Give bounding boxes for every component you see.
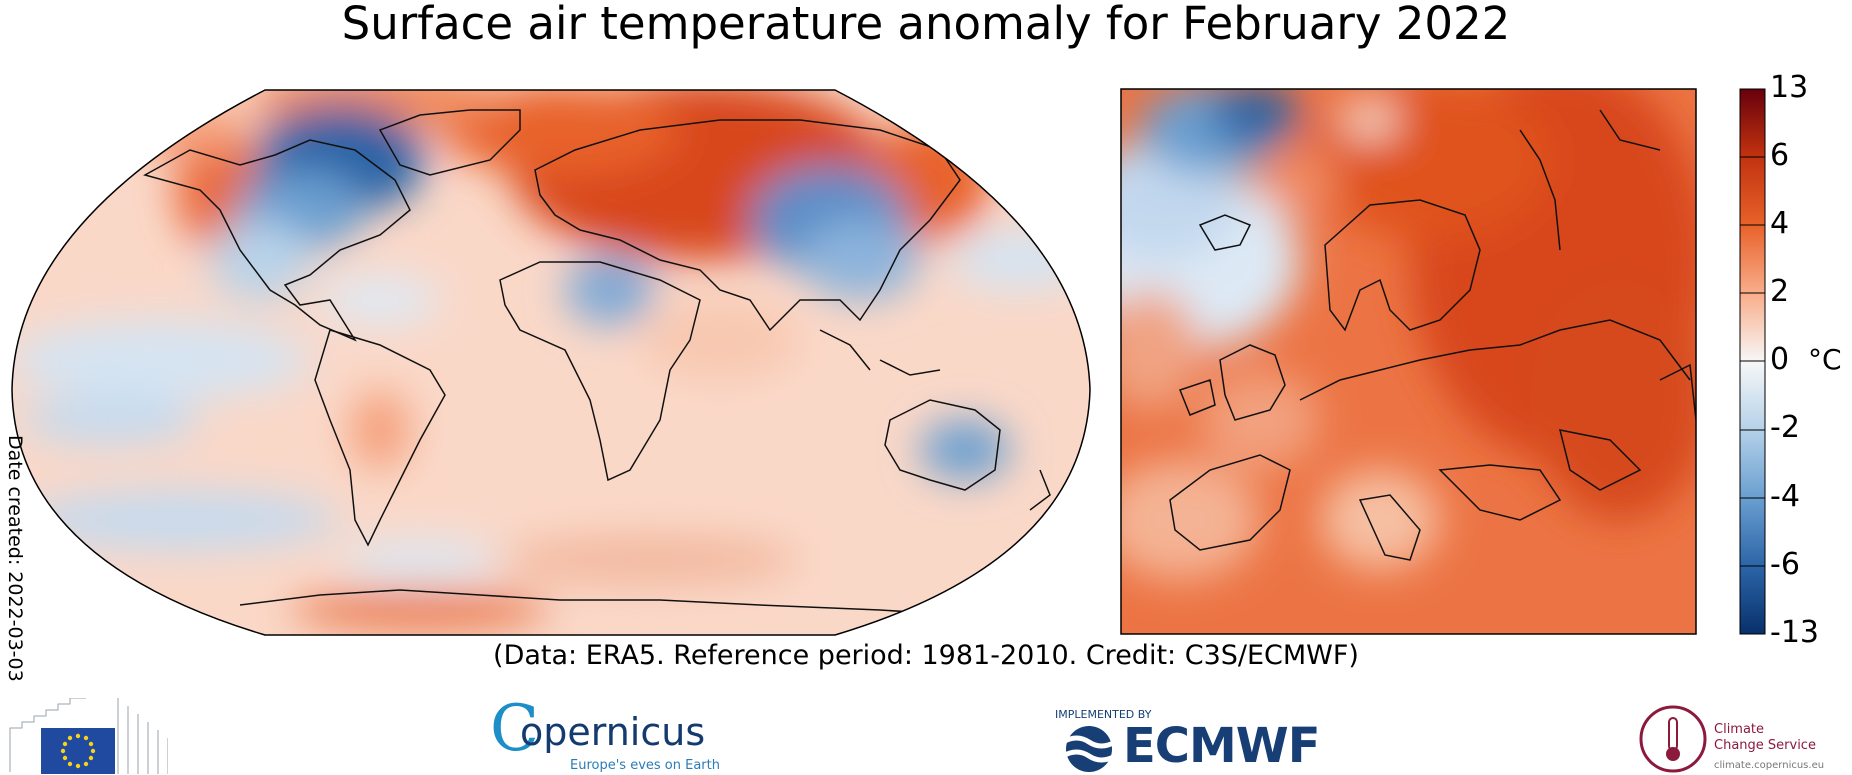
- thermometer-icon: [1639, 705, 1707, 773]
- copernicus-wordmark: opernicus: [520, 710, 706, 754]
- map-title: Surface air temperature anomaly for Febr…: [341, 0, 1511, 50]
- colorbar-tick: 4: [1770, 206, 1790, 241]
- colorbar-tick: 6: [1770, 138, 1790, 173]
- c3s-url: climate.copernicus.eu: [1714, 760, 1825, 771]
- colorbar-tick: 13: [1770, 70, 1809, 105]
- eu-flag-logo: [9, 698, 168, 774]
- colorbar-tick: -6: [1770, 547, 1800, 582]
- colorbar-tick: -13: [1770, 615, 1819, 650]
- colorbar-tick: -4: [1770, 479, 1800, 514]
- colorbar-tick: 0: [1770, 342, 1790, 377]
- europe-map: [1121, 89, 1696, 634]
- ecmwf-wordmark: ECMWF: [1123, 718, 1321, 774]
- c3s-logo: Climate Change Service climate.copernicu…: [1638, 704, 1848, 774]
- c3s-line2: Change Service: [1714, 738, 1816, 753]
- copernicus-tagline: Europe's eves on Earth: [570, 758, 720, 773]
- colorbar-tick: -2: [1770, 410, 1800, 445]
- data-credit: (Data: ERA5. Reference period: 1981-2010…: [493, 640, 1359, 671]
- ecmwf-wave-icon: [1061, 726, 1117, 772]
- ecmwf-logo: IMPLEMENTED BY ECMWF: [1055, 708, 1335, 774]
- colorbar-unit: °C: [1808, 343, 1842, 376]
- ecmwf-implemented-label: IMPLEMENTED BY: [1055, 708, 1152, 721]
- world-map: [12, 90, 1090, 635]
- colorbar-tick: 2: [1770, 274, 1790, 309]
- date-created-label: Date created: 2022-03-03: [4, 435, 26, 682]
- copernicus-c-mark: C: [490, 692, 539, 766]
- copernicus-logo: C opernicus Europe's eves on Earth: [490, 692, 720, 775]
- c3s-line1: Climate: [1714, 722, 1765, 737]
